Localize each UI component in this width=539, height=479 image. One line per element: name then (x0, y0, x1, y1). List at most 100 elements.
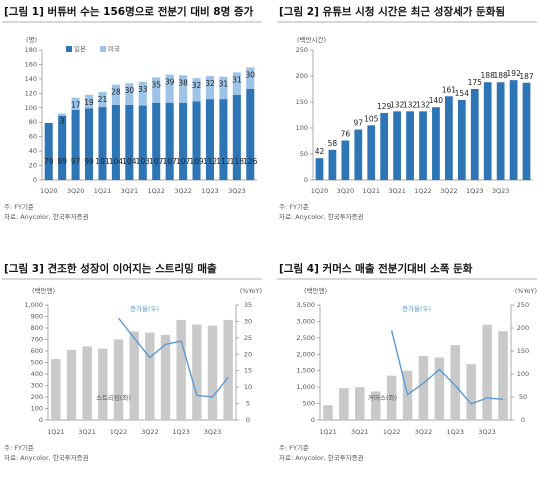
y-tick-label: 120 (25, 89, 37, 97)
value-label: 132 (403, 100, 418, 109)
value-label: 104 (122, 157, 137, 166)
bar-segment (71, 109, 80, 180)
y-tick-label: 200 (296, 72, 308, 80)
bar (339, 388, 349, 420)
bar-segment (179, 75, 188, 103)
x-tick-label: 1Q20 (311, 187, 329, 195)
value-label: 30 (125, 86, 135, 95)
value-label: 161 (442, 85, 457, 94)
y2-tick-label: 5 (246, 400, 250, 408)
bar-segment (205, 99, 214, 180)
x-tick-label: 3Q20 (337, 187, 355, 195)
y-tick-label: 0 (39, 416, 43, 424)
value-label: 32 (205, 79, 215, 88)
y-tick-label: 1,000 (24, 301, 43, 309)
bar (98, 348, 108, 420)
bar (470, 89, 479, 180)
y-tick-label: 60 (29, 133, 37, 141)
value-label: 107 (149, 157, 164, 166)
value-label: 58 (328, 139, 338, 148)
bar-segment (219, 99, 228, 180)
bar (145, 332, 155, 420)
bar-segment (219, 76, 228, 100)
bar (315, 158, 324, 180)
x-tick-label: 1Q22 (383, 428, 401, 436)
bar (386, 375, 397, 420)
bar-segment (44, 122, 53, 180)
value-label: 31 (219, 80, 229, 89)
bar-segment (165, 74, 174, 103)
bar-segment (58, 115, 67, 180)
bar (207, 325, 218, 420)
y-tick-label: 100 (296, 124, 308, 132)
y-axis-unit: (백만엔) (32, 286, 55, 295)
y-tick-label: 200 (31, 393, 43, 401)
y2-tick-label: 35 (244, 301, 252, 309)
y2-tick-label: 100 (517, 370, 529, 378)
value-label: 188 (493, 71, 508, 80)
bar-segment (152, 102, 161, 180)
y2-tick-label: 150 (517, 347, 529, 355)
bar (66, 349, 77, 420)
bar (498, 331, 508, 420)
x-tick-label: 1Q23 (172, 428, 190, 436)
y-tick-label: 0 (33, 176, 37, 184)
bar-segment (58, 113, 67, 116)
y-axis-unit: (백만시간) (297, 35, 326, 44)
value-label: 101 (95, 157, 110, 166)
bar (82, 346, 92, 420)
x-tick-label: 3Q21 (78, 428, 96, 436)
legend-label: 일본 (74, 44, 86, 53)
value-label: 76 (341, 129, 351, 138)
y2-tick-label: 30 (244, 317, 252, 325)
value-label: 188 (481, 71, 496, 80)
x-tick-label: 3Q23 (228, 187, 246, 195)
bar (419, 111, 427, 180)
bar-segment (205, 76, 214, 100)
y-tick-label: 300 (31, 382, 43, 390)
x-tick-label: 3Q22 (415, 428, 433, 436)
y2-tick-label: 200 (517, 324, 529, 332)
y-tick-label: 0 (304, 176, 308, 184)
value-label: 175 (468, 78, 483, 87)
y-tick-label: 140 (25, 75, 37, 83)
bar-segment (111, 104, 120, 180)
y-tick-label: 900 (31, 313, 43, 321)
value-label: 132 (390, 100, 405, 109)
value-label: 17 (71, 101, 81, 110)
value-label: 3 (60, 117, 65, 126)
y2-axis-unit: (%YoY) (515, 287, 537, 295)
bar (393, 111, 401, 180)
x-tick-label: 3Q21 (351, 428, 369, 436)
x-tick-label: 1Q20 (40, 187, 58, 195)
bar (355, 387, 365, 420)
bar-segment (232, 94, 241, 180)
bar (380, 112, 389, 180)
y2-tick-label: 25 (244, 334, 252, 342)
bar (354, 129, 363, 180)
value-label: 38 (178, 78, 188, 87)
chart-title: [그림 4] 커머스 매출 전분기대비 소폭 둔화 (279, 262, 473, 275)
value-label: 32 (192, 81, 202, 90)
x-tick-label: 3Q22 (440, 187, 458, 195)
x-tick-label: 1Q22 (414, 187, 432, 195)
value-label: 33 (138, 85, 148, 94)
y2-tick-label: 0 (521, 416, 525, 424)
value-label: 109 (189, 157, 204, 166)
bar-segment (125, 83, 134, 105)
source: 자료: Anycolor, 한국투자증권 (4, 212, 89, 221)
series-label: 커머스(좌) (368, 393, 397, 402)
source: 자료: Anycolor, 한국투자증권 (279, 212, 364, 221)
value-label: 89 (57, 157, 67, 166)
series-label: 스트리밍(좌) (96, 393, 131, 402)
bar-segment (192, 101, 201, 180)
y2-tick-label: 0 (246, 416, 250, 424)
line (390, 330, 504, 405)
chart-title: [그림 2] 유튜브 시청 시간은 최근 성장세가 둔화됨 (279, 5, 505, 18)
bar-segment (192, 78, 201, 102)
y-tick-label: 0 (311, 416, 315, 424)
bar-segment (246, 89, 255, 180)
value-label: 42 (315, 147, 325, 156)
y-tick-label: 180 (25, 46, 37, 54)
